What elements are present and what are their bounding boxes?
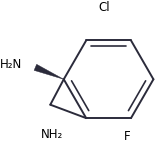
Text: Cl: Cl (98, 1, 110, 14)
Text: NH₂: NH₂ (41, 128, 63, 141)
Polygon shape (34, 64, 64, 79)
Text: H₂N: H₂N (0, 58, 22, 71)
Text: F: F (124, 130, 131, 143)
